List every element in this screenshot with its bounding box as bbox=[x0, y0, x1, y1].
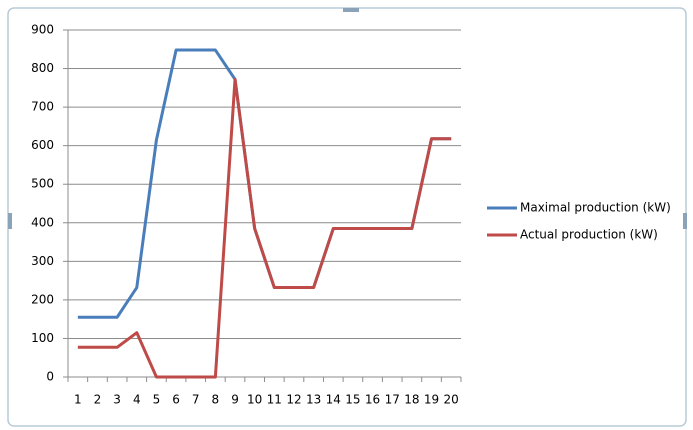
x-tick-label: 9 bbox=[231, 393, 239, 407]
x-tick-label: 7 bbox=[192, 393, 200, 407]
chart-frame bbox=[7, 7, 687, 427]
y-tick-label: 700 bbox=[31, 100, 54, 114]
x-tick-label: 12 bbox=[286, 393, 301, 407]
x-tick-label: 4 bbox=[133, 393, 141, 407]
x-tick-label: 1 bbox=[74, 393, 82, 407]
y-tick-label: 300 bbox=[31, 254, 54, 268]
x-tick-label: 20 bbox=[444, 393, 459, 407]
resize-handle bbox=[683, 213, 687, 229]
x-tick-label: 3 bbox=[113, 393, 121, 407]
x-tick-label: 6 bbox=[172, 393, 180, 407]
y-tick-label: 900 bbox=[31, 23, 54, 37]
legend-label: Maximal production (kW) bbox=[520, 201, 671, 215]
x-tick-label: 19 bbox=[424, 393, 439, 407]
y-tick-label: 0 bbox=[46, 370, 54, 384]
x-tick-label: 11 bbox=[267, 393, 282, 407]
y-tick-label: 400 bbox=[31, 215, 54, 229]
y-tick-label: 500 bbox=[31, 177, 54, 191]
resize-handle bbox=[8, 213, 12, 229]
x-tick-label: 13 bbox=[306, 393, 321, 407]
resize-handle bbox=[343, 8, 359, 12]
x-tick-label: 5 bbox=[153, 393, 161, 407]
y-tick-label: 800 bbox=[31, 61, 54, 75]
x-tick-label: 14 bbox=[326, 393, 341, 407]
y-tick-label: 600 bbox=[31, 138, 54, 152]
x-tick-label: 18 bbox=[404, 393, 419, 407]
x-tick-label: 8 bbox=[212, 393, 220, 407]
x-tick-label: 15 bbox=[345, 393, 360, 407]
series-line bbox=[77, 77, 452, 379]
y-tick-label: 200 bbox=[31, 292, 54, 306]
x-tick-label: 10 bbox=[247, 393, 262, 407]
y-tick-label: 100 bbox=[31, 331, 54, 345]
x-tick-label: 16 bbox=[365, 393, 380, 407]
x-tick-label: 2 bbox=[94, 393, 102, 407]
legend-label: Actual production (kW) bbox=[520, 228, 658, 242]
x-tick-label: 17 bbox=[385, 393, 400, 407]
